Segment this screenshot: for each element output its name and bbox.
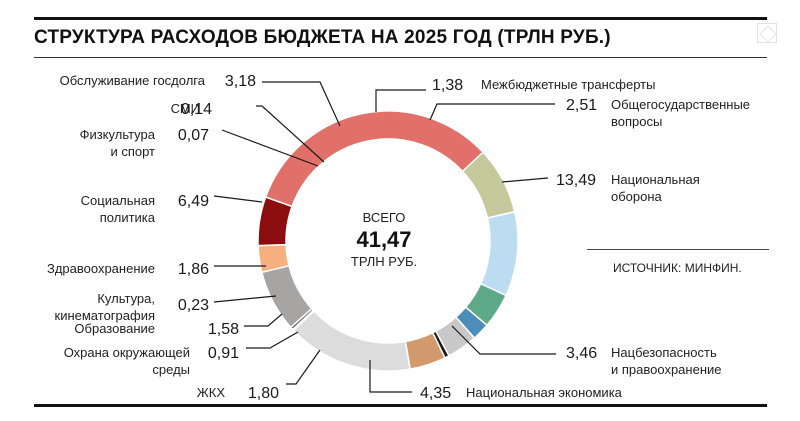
label-line: ЖКХ — [197, 385, 226, 400]
label-line: Нацбезопасность — [611, 345, 717, 360]
leader-национальная-оборона — [501, 177, 549, 183]
label-сми: СМИ — [171, 101, 200, 116]
label-line: и спорт — [110, 144, 155, 159]
value-национальная-экономика: 4,35 — [420, 385, 451, 402]
leader-межбюджетные-трансферты — [375, 89, 426, 112]
value-охрана-окружающей-среды: 0,91 — [208, 345, 239, 362]
label-общегосударственные-вопросы: Общегосударственные вопросы — [611, 97, 750, 129]
label-здравоохранение: Здравоохранение — [47, 261, 155, 276]
label-line: политика — [100, 210, 156, 225]
leader-культура-кинематография — [213, 295, 277, 303]
label-line: Физкультура — [80, 127, 156, 142]
leader-жкх — [286, 349, 321, 385]
leader-социальная-политика — [213, 195, 263, 203]
leader-обслуживание-госдолга — [262, 81, 341, 127]
label-line: Межбюджетные трансферты — [481, 77, 655, 92]
center-unit: ТРЛН РУБ. — [351, 254, 417, 269]
chart-title: СТРУКТУРА РАСХОДОВ БЮДЖЕТА НА 2025 ГОД (… — [34, 27, 611, 48]
leader-охрана-окружающей-среды — [246, 331, 299, 349]
leader-нацбезопасность-и-правоохранение — [451, 325, 556, 355]
leader-lines — [213, 81, 556, 393]
value-нацбезопасность-и-правоохранение: 3,46 — [566, 345, 597, 362]
value-физкультура-и-спорт: 0,07 — [178, 127, 209, 144]
leader-образование — [244, 313, 283, 327]
label-национальная-экономика: Национальная экономика — [466, 385, 623, 400]
value-жкх: 1,80 — [248, 385, 279, 402]
value-культура-кинематография: 0,23 — [178, 297, 209, 314]
label-образование: Образование — [74, 321, 155, 336]
label-нацбезопасность-и-правоохранение: Нацбезопасность и правоохранение — [611, 345, 722, 377]
value-сми: 0,14 — [181, 101, 212, 118]
label-line: Национальная экономика — [466, 385, 623, 400]
value-обслуживание-госдолга: 3,18 — [225, 73, 256, 90]
label-социальная-политика: Социальная политика — [81, 193, 156, 225]
top-rule — [34, 17, 767, 20]
slice-национальная-экономика — [479, 210, 519, 297]
logo-icon — [757, 23, 777, 43]
label-line: Образование — [74, 321, 155, 336]
label-line: Здравоохранение — [47, 261, 155, 276]
label-охрана-окружающей-среды: Охрана окружающей среды — [64, 345, 190, 377]
label-line: оборона — [611, 189, 663, 204]
value-общегосударственные-вопросы: 2,51 — [566, 97, 597, 114]
value-социальная-политика: 6,49 — [178, 193, 209, 210]
label-line: среды — [152, 362, 190, 377]
leader-общегосударственные-вопросы — [429, 103, 555, 121]
leader-физкультура-и-спорт — [221, 129, 319, 167]
center-total: 41,47 — [356, 227, 411, 252]
source-note: ИСТОЧНИК: МИНФИН. — [613, 261, 742, 275]
label-line: Охрана окружающей — [64, 345, 190, 360]
title-rule — [34, 57, 767, 58]
value-здравоохранение: 1,86 — [178, 261, 209, 278]
label-обслуживание-госдолга: Обслуживание госдолга — [60, 73, 206, 88]
donut-slices — [257, 110, 519, 372]
source-rule — [587, 249, 769, 250]
label-line: Обслуживание госдолга — [60, 73, 206, 88]
label-line: и правоохранение — [611, 362, 722, 377]
label-line: вопросы — [611, 114, 662, 129]
leader-национальная-экономика — [369, 360, 412, 393]
label-line: Национальная — [611, 172, 700, 187]
label-line: Культура, — [97, 291, 155, 306]
label-культура-кинематография: Культура, кинематография — [55, 291, 155, 323]
label-жкх: ЖКХ — [197, 385, 226, 400]
value-образование: 1,58 — [208, 321, 239, 338]
label-национальная-оборона: Национальная оборона — [611, 172, 700, 204]
bottom-rule — [34, 404, 767, 407]
leader-сми — [256, 105, 325, 163]
label-физкультура-и-спорт: Физкультура и спорт — [80, 127, 156, 159]
value-межбюджетные-трансферты: 1,38 — [432, 77, 463, 94]
label-line: Общегосударственные — [611, 97, 750, 112]
label-межбюджетные-трансферты: Межбюджетные трансферты — [481, 77, 655, 92]
slice-labels: 1,38 Межбюджетные трансферты 2,51 Общегосуд… — [47, 73, 750, 402]
center-caption: ВСЕГО — [363, 210, 406, 225]
slice-обслуживание-госдолга — [260, 264, 313, 329]
label-line: СМИ — [171, 101, 200, 116]
value-национальная-оборона: 13,49 — [556, 172, 596, 189]
label-line: кинематография — [55, 308, 155, 323]
label-line: Социальная — [81, 193, 155, 208]
